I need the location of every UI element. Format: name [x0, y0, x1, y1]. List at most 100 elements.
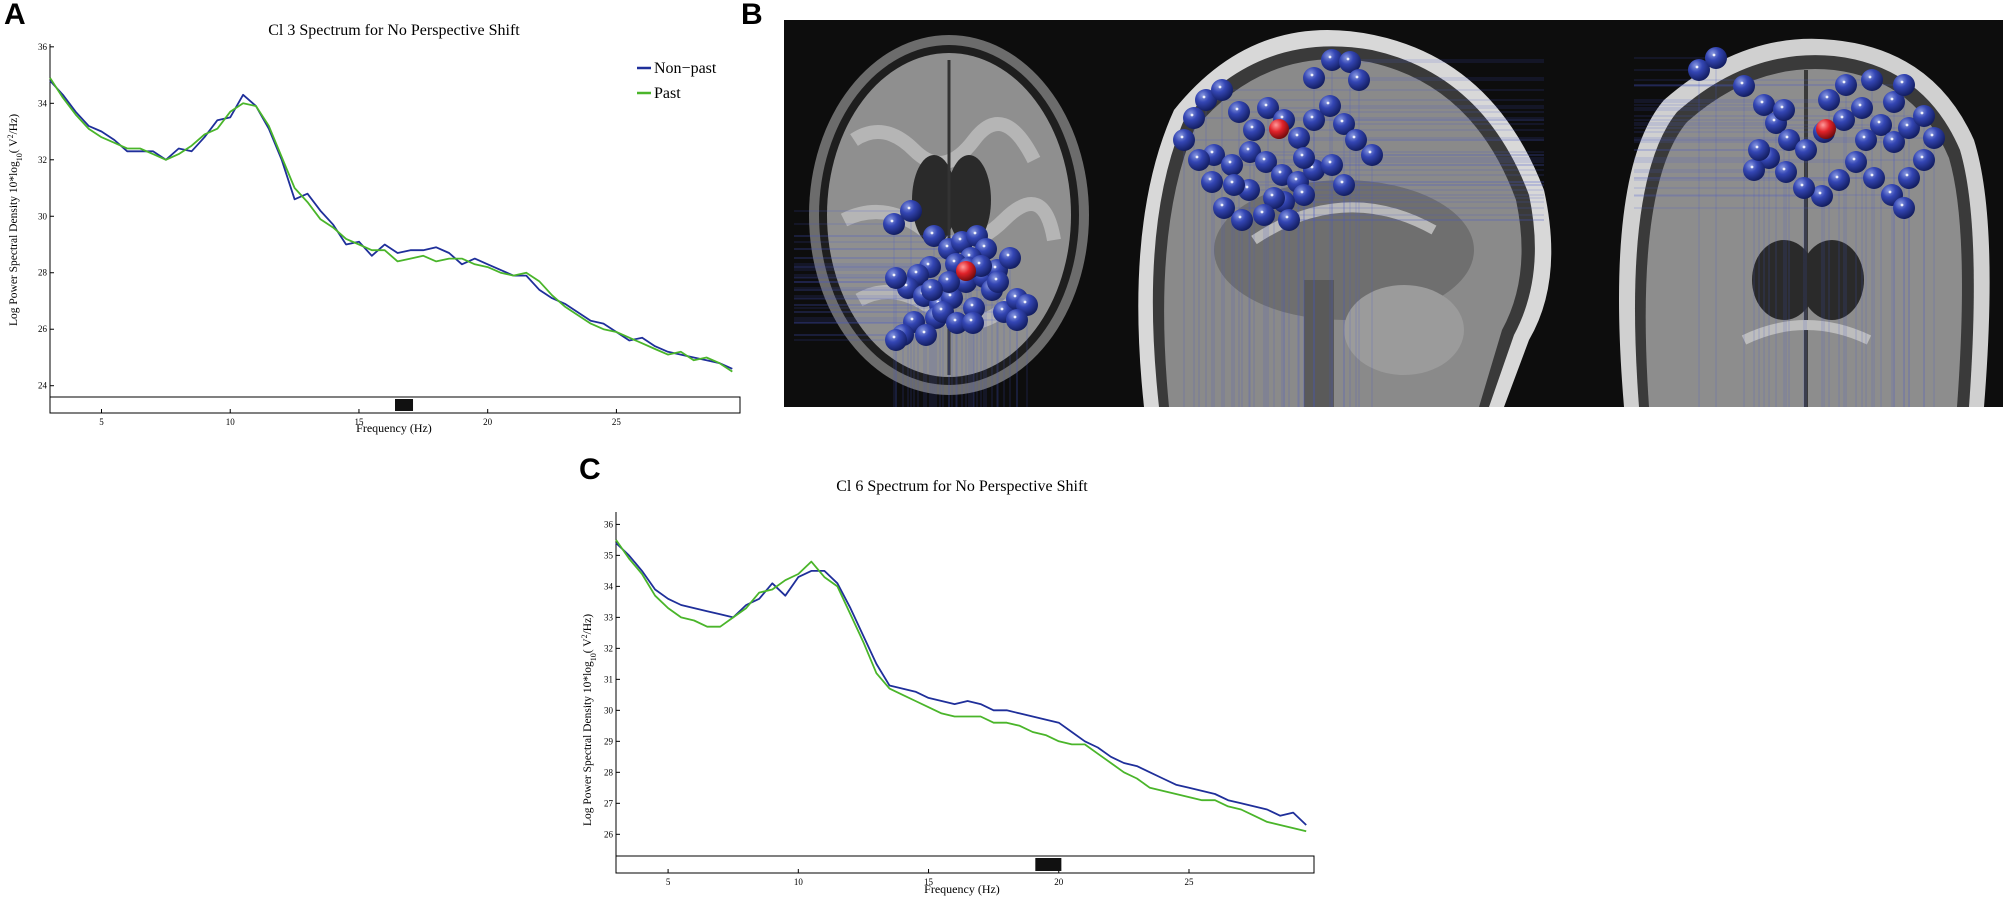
brain-mri-views [794, 30, 1990, 407]
dipole-highlight [1782, 167, 1786, 171]
dipole-highlight [1760, 100, 1764, 104]
panel-label-a: A [4, 0, 26, 31]
dipole-marker [1321, 49, 1343, 71]
dipole-highlight [1355, 75, 1359, 79]
dipole-highlight [1326, 101, 1330, 105]
legend: Non−past Past [637, 60, 717, 102]
dipole-highlight [994, 277, 998, 281]
legend-label-past: Past [654, 85, 681, 102]
dipole-marker [1257, 97, 1279, 119]
dipole-marker [1183, 107, 1205, 129]
dipole-highlight [1220, 203, 1224, 207]
dipole-highlight [958, 237, 962, 241]
y-tick-label: 29 [604, 736, 614, 746]
dipole-highlight [1852, 157, 1856, 161]
dipole-highlight [1310, 165, 1314, 169]
dipole-marker [999, 247, 1021, 269]
y-tick-label: 30 [38, 211, 48, 221]
dipole-marker [1688, 59, 1710, 81]
series-line-non-past [615, 542, 1307, 826]
dipole-marker [1231, 209, 1253, 231]
dipole-marker [1775, 161, 1797, 183]
x-tick-label: 10 [794, 877, 804, 887]
y-tick-label: 32 [604, 643, 613, 653]
dipole-highlight [969, 318, 973, 322]
y-axis-label-close: /Hz) [582, 614, 594, 635]
dipole-highlight [952, 259, 956, 263]
dipole-marker [987, 271, 1009, 293]
dipole-highlight [1870, 173, 1874, 177]
dipole-marker [946, 312, 968, 334]
dipole-highlight [1245, 185, 1249, 189]
y-tick-label: 27 [604, 798, 614, 808]
dipole-highlight [1868, 75, 1872, 79]
y-axis-label-open: ( V [8, 138, 20, 153]
y-axis-label-main: Log Power Spectral Density 10*log [8, 161, 20, 326]
dipole-highlight [1802, 145, 1806, 149]
dipole-marker [1818, 89, 1840, 111]
x-tick-label: 25 [1184, 877, 1194, 887]
y-axis-label-main: Log Power Spectral Density 10*log [582, 661, 594, 826]
y-axis-label-sup: 2 [6, 134, 15, 138]
dipole-highlight [1000, 307, 1004, 311]
dipole-marker [1793, 177, 1815, 199]
dipole-marker [883, 213, 905, 235]
dipole-marker [885, 267, 907, 289]
dipole-marker [1293, 147, 1315, 169]
dipole-highlight [1695, 65, 1699, 69]
y-tick-label: 26 [604, 829, 614, 839]
dipole-marker [1319, 95, 1341, 117]
legend-label-non-past: Non−past [654, 60, 717, 77]
series-line-past [615, 539, 1307, 833]
dipole-highlight [1930, 133, 1934, 137]
dipole-highlight [1250, 125, 1254, 129]
dipole-marker [1913, 149, 1935, 171]
dipole-marker [1333, 174, 1355, 196]
y-axis-label-sub: 10 [15, 153, 24, 161]
x-tick-label: 20 [483, 417, 493, 427]
dipole-highlight [1270, 193, 1274, 197]
dipole-highlight [1712, 53, 1716, 57]
y-axis-label-close: /Hz) [8, 114, 20, 135]
centroid-dipole-marker [956, 261, 976, 281]
dipole-highlight [907, 206, 911, 210]
dipole-marker [1223, 174, 1245, 196]
dipole-highlight [1740, 81, 1744, 85]
y-tick-label: 31 [604, 674, 613, 684]
dipole-marker [900, 200, 922, 222]
dipole-marker [1870, 114, 1892, 136]
dipole-highlight [910, 317, 914, 321]
dipole-marker [1278, 209, 1300, 231]
dipole-highlight [1013, 315, 1017, 319]
x-tick-label: 25 [612, 417, 622, 427]
dipole-marker [1006, 309, 1028, 331]
dipole-highlight [1295, 133, 1299, 137]
dipole-marker [1255, 151, 1277, 173]
dipole-highlight [892, 335, 896, 339]
chart-a-spectrum: Cl 3 Spectrum for No Perspective Shift L… [6, 22, 741, 435]
dipole-marker [1345, 129, 1367, 151]
dipole-highlight [1023, 300, 1027, 304]
significance-bar [1035, 858, 1062, 871]
y-tick-label: 34 [604, 581, 614, 591]
dipole-highlight [1260, 210, 1264, 214]
dipole-highlight [1835, 175, 1839, 179]
centroid-dipole-marker [1269, 119, 1289, 139]
dipole-highlight [1280, 115, 1284, 119]
dipole-marker [1845, 151, 1867, 173]
dipole-marker [938, 271, 960, 293]
dipole-marker [1321, 154, 1343, 176]
dipole-marker [1188, 149, 1210, 171]
dipole-highlight [1195, 155, 1199, 159]
dipole-highlight [1228, 160, 1232, 164]
dipole-highlight [1230, 180, 1234, 184]
x-tick-label: 5 [666, 877, 671, 887]
dipole-highlight [1310, 115, 1314, 119]
dipole-marker [1898, 167, 1920, 189]
dipole-marker [1303, 67, 1325, 89]
dipole-highlight [993, 265, 997, 269]
dipole-marker [1795, 139, 1817, 161]
dipole-highlight [930, 231, 934, 235]
x-tick-label: 15 [354, 417, 364, 427]
x-tick-label: 5 [99, 417, 104, 427]
